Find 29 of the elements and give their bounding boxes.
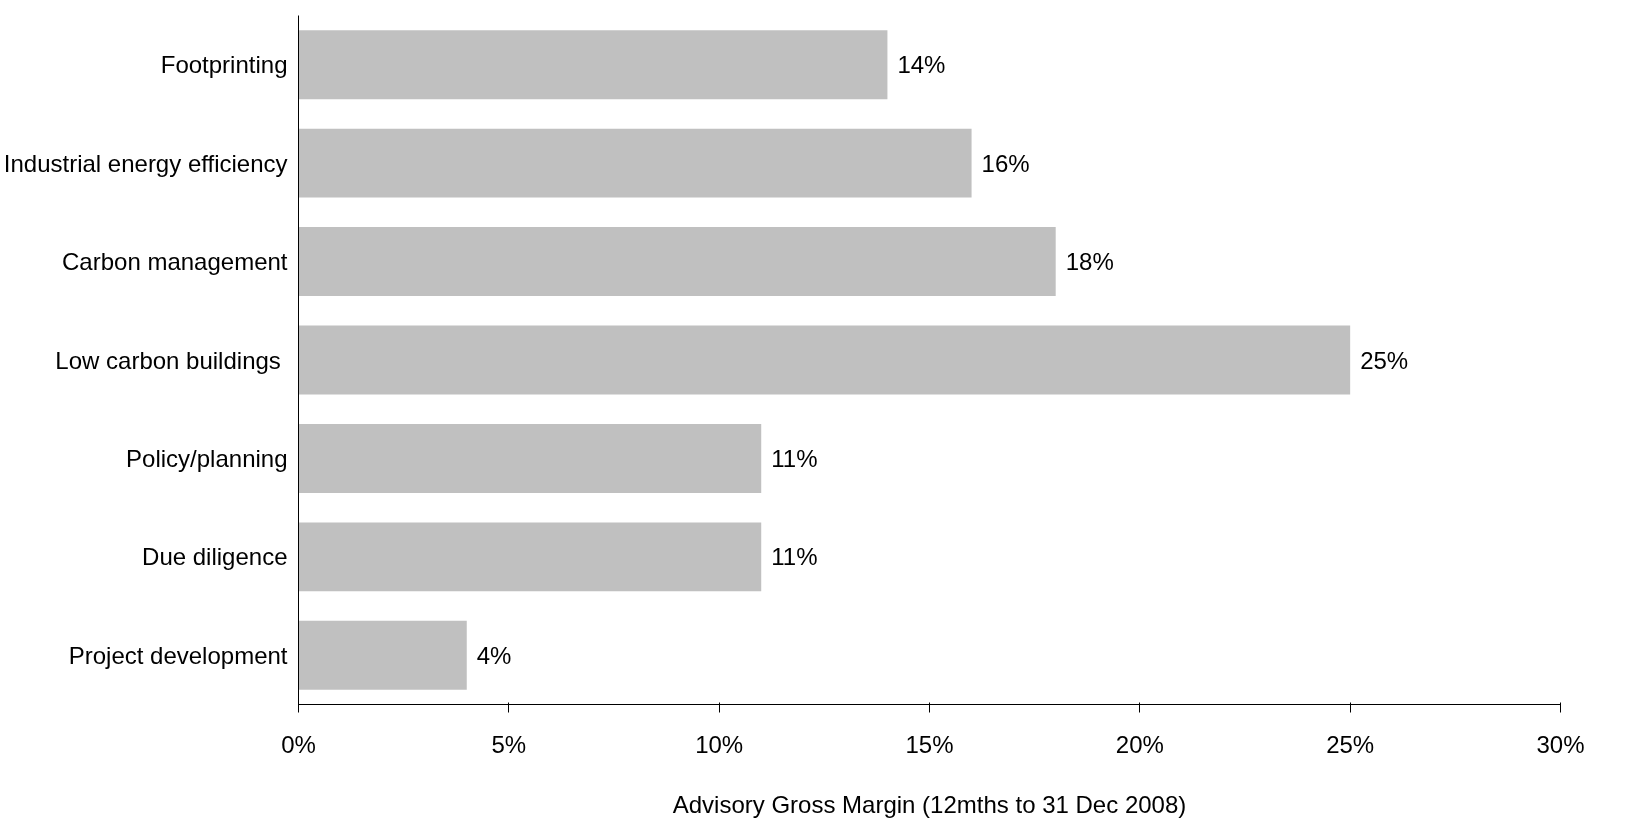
bar [298, 30, 888, 100]
bar [298, 128, 972, 198]
data-label: 18% [1065, 248, 1114, 276]
data-label: 14% [897, 51, 946, 79]
y-tick-label: Carbon management [62, 248, 288, 276]
y-tick-label: Industrial energy efficiency [3, 149, 288, 177]
y-tick-label: Low carbon buildings [55, 346, 281, 374]
x-tick-label: 30% [1536, 730, 1585, 758]
x-tick-label: 20% [1115, 730, 1164, 758]
bar [298, 620, 467, 690]
data-label: 4% [476, 641, 512, 669]
x-tick-label: 0% [281, 730, 316, 758]
bar [298, 522, 762, 592]
data-label: 11% [771, 543, 818, 571]
bar [298, 423, 762, 493]
bar [298, 227, 1056, 297]
data-label: 25% [1360, 346, 1409, 374]
bar [298, 325, 1351, 395]
y-tick-label: Due diligence [142, 543, 288, 571]
x-axis-title: Advisory Gross Margin (12mths to 31 Dec 2008) [672, 790, 1187, 818]
x-tick-label: 25% [1326, 730, 1375, 758]
data-label: 11% [771, 444, 818, 472]
y-tick-label: Footprinting [160, 51, 288, 79]
x-tick-label: 15% [905, 730, 954, 758]
y-tick-label: Policy/planning [126, 444, 288, 472]
data-label: 16% [981, 149, 1030, 177]
x-tick-label: 10% [695, 730, 744, 758]
x-tick-label: 5% [491, 730, 527, 758]
y-tick-label: Project development [68, 641, 288, 669]
